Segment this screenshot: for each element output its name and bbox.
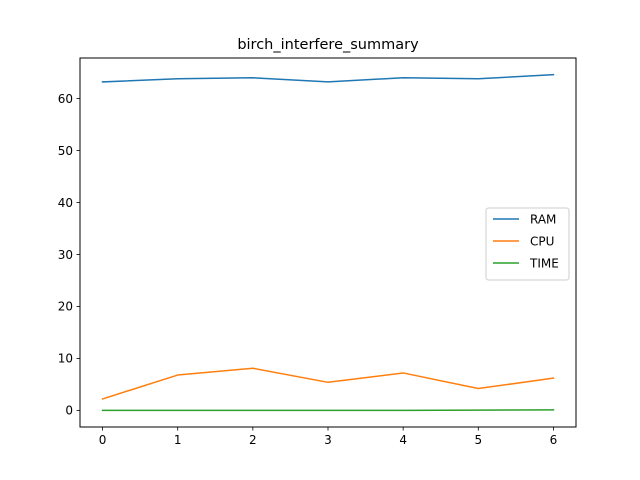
chart-title: birch_interfere_summary (237, 37, 419, 53)
legend-box (485, 207, 570, 281)
series-line-time (101, 409, 555, 412)
series-line-ram (101, 73, 555, 83)
x-tick-label: 3 (324, 433, 332, 447)
x-tick-label: 2 (249, 433, 257, 447)
y-tick-label: 20 (58, 300, 73, 314)
x-tick-label: 5 (474, 433, 482, 447)
y-tick-label: 50 (58, 144, 73, 158)
y-tick-label: 10 (58, 352, 73, 366)
legend: RAM CPU TIME (485, 207, 570, 281)
y-tick-label: 0 (65, 404, 73, 418)
series-layer (101, 73, 555, 412)
x-tick-label: 4 (399, 433, 407, 447)
x-tick-label: 1 (174, 433, 182, 447)
legend-label-ram: RAM (530, 212, 556, 226)
legend-label-time: TIME (529, 256, 559, 270)
y-tick-label: 60 (58, 92, 73, 106)
x-tick-label: 6 (550, 433, 558, 447)
series-line-cpu (101, 367, 555, 400)
x-axis: 0 1 2 3 4 5 6 (99, 427, 558, 447)
x-tick-label: 0 (99, 433, 107, 447)
y-tick-label: 40 (58, 196, 73, 210)
legend-label-cpu: CPU (530, 234, 554, 248)
y-tick-label: 30 (58, 248, 73, 262)
y-axis: 0 10 20 30 40 50 60 (58, 92, 80, 418)
